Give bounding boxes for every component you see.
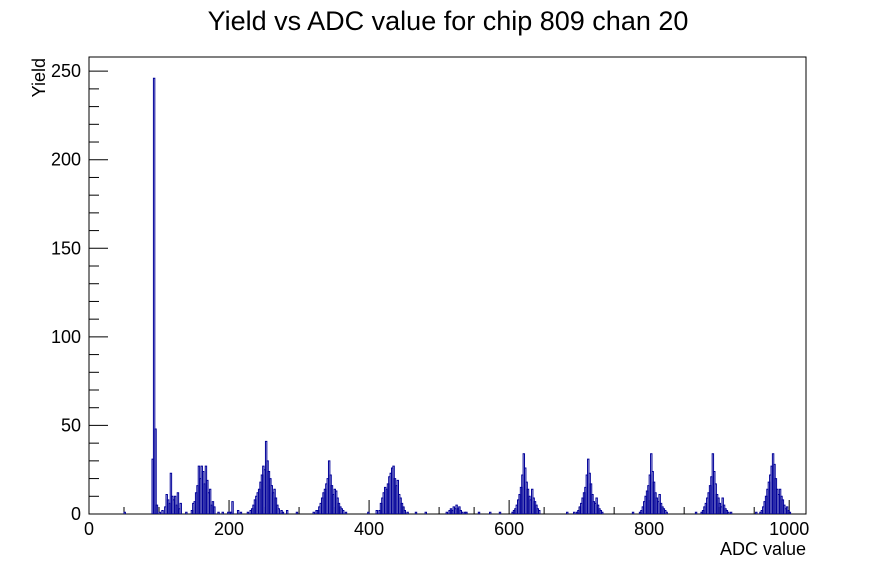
histogram-bin bbox=[246, 511, 250, 514]
histogram-bin bbox=[152, 77, 156, 514]
histogram-bin bbox=[221, 511, 224, 514]
histogram-bin bbox=[344, 511, 348, 514]
y-tick-label: 0 bbox=[71, 504, 81, 524]
histogram-bin bbox=[217, 511, 220, 514]
histogram-bin bbox=[788, 511, 792, 514]
y-tick-label: 150 bbox=[51, 238, 81, 258]
histogram-bin bbox=[566, 511, 569, 514]
y-tick-label: 250 bbox=[51, 61, 81, 81]
histogram-bin bbox=[573, 511, 576, 514]
histogram-bin bbox=[277, 508, 280, 514]
histogram-bin bbox=[176, 492, 180, 514]
chart-title: Yield vs ADC value for chip 809 chan 20 bbox=[208, 6, 689, 36]
histogram-bin bbox=[123, 511, 126, 514]
x-axis-label: ADC value bbox=[720, 539, 806, 559]
histogram-bin bbox=[727, 511, 730, 514]
histogram-bin bbox=[185, 511, 188, 514]
histogram-bin bbox=[489, 511, 492, 514]
histogram-bin bbox=[312, 511, 315, 514]
histogram-bin bbox=[424, 511, 427, 514]
histogram-bin bbox=[538, 509, 541, 514]
histogram-bin bbox=[158, 511, 161, 514]
x-tick-label: 800 bbox=[634, 519, 664, 539]
histogram-bin bbox=[169, 472, 173, 514]
histogram-bin bbox=[406, 511, 409, 514]
histogram-bin bbox=[154, 428, 157, 514]
histogram-bin bbox=[477, 511, 481, 514]
histogram-bin bbox=[231, 501, 234, 514]
histogram-bin bbox=[239, 511, 243, 514]
histogram-bin bbox=[341, 509, 345, 514]
histogram-bin bbox=[295, 511, 299, 514]
histogram-bin bbox=[601, 511, 604, 514]
y-tick-label: 200 bbox=[51, 150, 81, 170]
histogram-bin bbox=[155, 504, 159, 514]
histogram-bin bbox=[213, 506, 216, 514]
histogram-bin bbox=[179, 502, 182, 514]
plot-frame bbox=[88, 56, 807, 515]
histogram-bin bbox=[403, 509, 406, 514]
histogram-bin bbox=[367, 511, 370, 514]
histogram-bin bbox=[755, 511, 758, 514]
histogram-bin bbox=[461, 511, 464, 514]
histogram-bin bbox=[498, 511, 502, 514]
histogram-bin bbox=[694, 511, 698, 514]
histogram-bin bbox=[161, 509, 164, 514]
histogram-bars bbox=[123, 77, 792, 514]
y-axis-label: Yield bbox=[29, 58, 49, 97]
histogram-bin bbox=[729, 511, 733, 514]
y-tick-label: 50 bbox=[61, 415, 81, 435]
histogram-bin bbox=[208, 488, 212, 514]
histogram-bin bbox=[631, 511, 635, 514]
y-axis-ticks: 0 50 100 150 200 250 bbox=[51, 61, 108, 524]
histogram-bin bbox=[465, 511, 468, 514]
x-tick-label: 1000 bbox=[769, 519, 809, 539]
x-tick-label: 600 bbox=[494, 519, 524, 539]
y-tick-label: 100 bbox=[51, 327, 81, 347]
histogram-bin bbox=[665, 511, 668, 514]
histogram-bin bbox=[285, 509, 289, 514]
x-tick-label: 400 bbox=[354, 519, 384, 539]
histogram-bin bbox=[281, 511, 285, 514]
histogram-bin bbox=[375, 509, 378, 514]
histogram-bin bbox=[236, 509, 240, 514]
histogram-bin bbox=[414, 511, 418, 514]
x-tick-label: 0 bbox=[84, 519, 94, 539]
x-tick-label: 200 bbox=[214, 519, 244, 539]
histogram-bin bbox=[445, 511, 448, 514]
x-axis-ticks: 0 200 400 600 800 1000 bbox=[84, 500, 809, 539]
